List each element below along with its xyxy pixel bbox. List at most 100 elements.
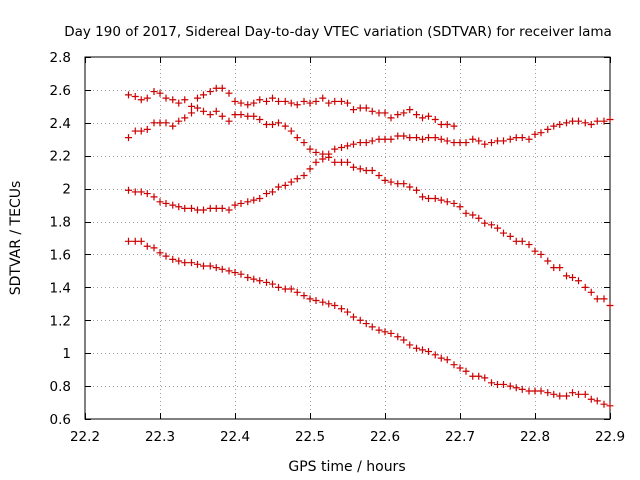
data-point-marker [531,387,539,395]
data-point-marker [306,165,314,173]
data-point-marker [419,193,426,201]
data-point-marker [150,193,158,201]
data-point-marker [518,237,526,245]
data-point-marker [344,308,351,316]
data-point-marker [263,120,270,128]
data-point-marker [143,242,151,250]
data-point-marker [406,341,414,349]
data-point-marker [481,219,489,227]
data-point-marker [575,117,582,125]
data-point-marker [250,275,258,283]
data-point-marker [218,265,226,273]
data-point-marker [356,165,364,173]
data-point-marker [150,88,158,96]
data-point-marker [443,198,451,206]
x-tick-label: 22.9 [595,429,625,445]
data-point-marker [293,134,301,142]
data-point-marker [375,135,383,143]
data-point-marker [206,111,214,119]
series-1 [125,84,458,130]
data-point-marker [269,94,276,102]
data-point-marker [462,209,470,217]
data-point-marker [206,262,214,270]
data-point-marker [293,175,301,183]
data-point-marker [125,134,132,142]
data-point-marker [488,139,495,147]
data-point-marker [125,237,132,245]
data-point-marker [244,101,252,109]
data-point-marker [325,99,333,107]
data-point-marker [306,295,314,303]
x-tick-label: 22.8 [520,429,550,445]
data-point-marker [600,295,608,303]
data-point-marker [581,119,589,127]
y-tick-label: 1.6 [50,247,71,263]
data-point-marker [494,137,501,145]
data-point-marker [512,237,520,245]
data-point-marker [593,117,601,125]
data-point-marker [218,112,226,120]
data-point-marker [275,283,282,291]
data-point-marker [356,316,364,324]
data-point-marker [300,171,308,179]
data-point-marker [150,244,158,252]
data-point-marker [244,273,252,281]
data-point-marker [231,111,239,119]
data-point-marker [437,120,445,128]
data-point-marker [169,96,177,104]
data-point-marker [206,88,214,96]
data-point-marker [563,392,570,400]
data-point-marker [162,252,170,260]
data-point-marker [344,99,351,107]
data-point-marker [525,135,533,143]
data-point-marker [281,97,289,105]
data-point-marker [488,221,495,229]
data-point-marker [319,155,327,163]
data-point-marker [137,188,145,196]
data-point-marker [281,285,289,293]
data-point-marker [300,139,308,147]
data-point-marker [312,158,320,166]
y-tick-label: 1.4 [50,280,71,296]
data-point-marker [425,112,432,120]
data-point-marker [544,125,552,133]
x-tick-label: 22.6 [370,429,400,445]
data-point-marker [400,132,408,140]
data-point-marker [368,107,376,115]
data-point-marker [556,392,564,400]
data-point-marker [381,176,389,184]
data-point-marker [494,224,501,232]
data-point-marker [506,135,514,143]
data-point-marker [244,198,252,206]
data-point-marker [469,135,477,143]
data-point-marker [400,109,408,117]
data-point-marker [544,389,552,397]
data-point-marker [587,395,595,403]
data-point-marker [200,262,207,270]
data-point-marker [437,196,445,204]
data-point-marker [162,199,170,207]
data-point-marker [506,382,514,390]
data-point-marker [387,178,395,186]
data-point-marker [413,134,420,142]
data-point-marker [256,195,264,203]
data-point-marker [556,120,564,128]
y-tick-label: 1.8 [50,215,71,231]
data-point-marker [356,104,364,112]
data-point-marker [250,99,258,107]
data-point-marker [413,344,420,352]
data-point-marker [437,135,445,143]
data-point-marker [394,180,402,188]
data-point-marker [413,111,420,119]
x-axis-label: GPS time / hours [288,459,405,475]
data-point-marker [387,135,395,143]
data-point-marker [431,195,439,203]
data-point-marker [494,380,501,388]
data-point-marker [244,112,252,120]
x-tick-label: 22.5 [295,429,325,445]
data-point-marker [518,385,526,393]
data-point-marker [312,297,320,305]
data-point-marker [600,400,608,408]
y-tick-label: 2.8 [50,50,71,66]
data-point-marker [312,148,320,156]
